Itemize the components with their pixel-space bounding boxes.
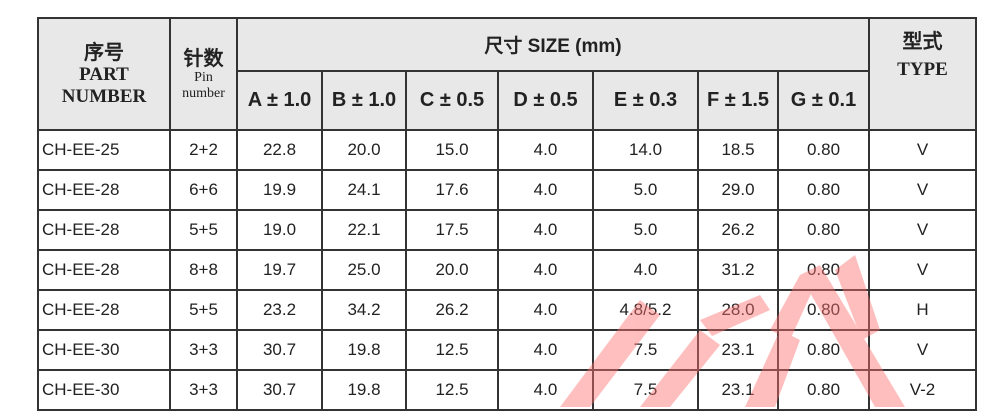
table-cell: CH-EE-30	[37, 369, 171, 411]
table-cell: 4.0	[497, 209, 594, 251]
table-cell: 4.0	[497, 329, 594, 371]
table-cell: 5+5	[169, 209, 238, 251]
table-cell: 4.0	[592, 249, 699, 291]
table-cell: 30.7	[236, 329, 323, 371]
table-cell: 4.8/5.2	[592, 289, 699, 331]
table-cell: CH-EE-30	[37, 329, 171, 371]
table-cell: 26.2	[405, 289, 499, 331]
table-cell: V	[868, 249, 977, 291]
table-cell: 7.5	[592, 369, 699, 411]
table-cell: 15.0	[405, 129, 499, 171]
header-size: 尺寸 SIZE (mm)	[236, 17, 870, 72]
table-row: CH-EE-30 3+3 30.7 19.8 12.5 4.0 7.5 23.1 0.80 V	[37, 329, 977, 371]
table-cell: 0.80	[777, 169, 870, 211]
table-cell: 0.80	[777, 329, 870, 371]
table-cell: 0.80	[777, 289, 870, 331]
table-cell: 19.7	[236, 249, 323, 291]
type-cn: 型式	[902, 29, 943, 53]
table-cell: 20.0	[321, 129, 407, 171]
table-cell: 22.8	[236, 129, 323, 171]
table-cell: 29.0	[697, 169, 779, 211]
table-cell: 4.0	[497, 289, 594, 331]
table-cell: 8+8	[169, 249, 238, 291]
type-en: TYPE	[897, 59, 948, 80]
header-dim: B ± 1.0	[321, 70, 407, 131]
table-cell: 25.0	[321, 249, 407, 291]
table-cell: 0.80	[777, 209, 870, 251]
table-cell: V-2	[868, 369, 977, 411]
header-type: 型式 TYPE	[868, 17, 977, 131]
table-cell: CH-EE-28	[37, 249, 171, 291]
table-cell: 34.2	[321, 289, 407, 331]
table-cell: 14.0	[592, 129, 699, 171]
header-dim: A ± 1.0	[236, 70, 323, 131]
table-cell: 4.0	[497, 369, 594, 411]
table-cell: 23.1	[697, 369, 779, 411]
table-cell: 19.8	[321, 369, 407, 411]
table-cell: V	[868, 169, 977, 211]
table-cell: 4.0	[497, 249, 594, 291]
table-cell: 31.2	[697, 249, 779, 291]
table-cell: 20.0	[405, 249, 499, 291]
table-cell: V	[868, 209, 977, 251]
header-dim: E ± 0.3	[592, 70, 699, 131]
table-cell: 28.0	[697, 289, 779, 331]
table-cell: 12.5	[405, 329, 499, 371]
table-cell: 5.0	[592, 209, 699, 251]
table-cell: 30.7	[236, 369, 323, 411]
table-cell: 18.5	[697, 129, 779, 171]
part-cn: 序号	[84, 40, 124, 64]
table-cell: 3+3	[169, 369, 238, 411]
table-cell: 23.1	[697, 329, 779, 371]
table-cell: 5+5	[169, 289, 238, 331]
header-dim: C ± 0.5	[405, 70, 499, 131]
table-cell: 23.2	[236, 289, 323, 331]
table-cell: 19.9	[236, 169, 323, 211]
table-cell: 0.80	[777, 129, 870, 171]
table-cell: V	[868, 129, 977, 171]
part-en1: PART	[79, 64, 129, 85]
spec-table: 序号 PART NUMBER 针数 Pin number 尺寸 SIZE (mm…	[37, 17, 977, 411]
table-cell: 19.8	[321, 329, 407, 371]
table-cell: 26.2	[697, 209, 779, 251]
table-row: CH-EE-30 3+3 30.7 19.8 12.5 4.0 7.5 23.1 0.80 V-2	[37, 369, 977, 411]
table-cell: CH-EE-28	[37, 289, 171, 331]
table-row: CH-EE-28 5+5 23.2 34.2 26.2 4.0 4.8/5.2 28.0 0.8…	[37, 289, 977, 331]
part-en2: NUMBER	[61, 86, 147, 107]
table-cell: 17.5	[405, 209, 499, 251]
table-cell: 5.0	[592, 169, 699, 211]
table-cell: V	[868, 329, 977, 371]
table-cell: 3+3	[169, 329, 238, 371]
table-cell: 19.0	[236, 209, 323, 251]
table-cell: 17.6	[405, 169, 499, 211]
table-row: CH-EE-28 8+8 19.7 25.0 20.0 4.0 4.0 31.2 0.80 V	[37, 249, 977, 291]
table-cell: 12.5	[405, 369, 499, 411]
pin-cn: 针数	[183, 46, 224, 70]
table-cell: CH-EE-28	[37, 209, 171, 251]
header-dim: G ± 0.1	[777, 70, 870, 131]
pin-en2: number	[182, 86, 225, 101]
table-row: CH-EE-25 2+2 22.8 20.0 15.0 4.0 14.0 18.5 0.80 V	[37, 129, 977, 171]
header-part-number: 序号 PART NUMBER	[37, 17, 171, 131]
table-cell: 0.80	[777, 249, 870, 291]
table-cell: 2+2	[169, 129, 238, 171]
table-cell: 24.1	[321, 169, 407, 211]
table-cell: 22.1	[321, 209, 407, 251]
header-pin-number: 针数 Pin number	[169, 17, 238, 131]
table-cell: 7.5	[592, 329, 699, 371]
table-cell: H	[868, 289, 977, 331]
header-dim: F ± 1.5	[697, 70, 779, 131]
table-row: CH-EE-28 6+6 19.9 24.1 17.6 4.0 5.0 29.0 0.80 V	[37, 169, 977, 211]
table-cell: 0.80	[777, 369, 870, 411]
table-cell: 4.0	[497, 169, 594, 211]
table-cell: 6+6	[169, 169, 238, 211]
table-cell: CH-EE-28	[37, 169, 171, 211]
table-row: CH-EE-28 5+5 19.0 22.1 17.5 4.0 5.0 26.2 0.80 V	[37, 209, 977, 251]
table-cell: CH-EE-25	[37, 129, 171, 171]
header-dim: D ± 0.5	[497, 70, 594, 131]
table-cell: 4.0	[497, 129, 594, 171]
pin-en1: Pin	[194, 70, 213, 85]
